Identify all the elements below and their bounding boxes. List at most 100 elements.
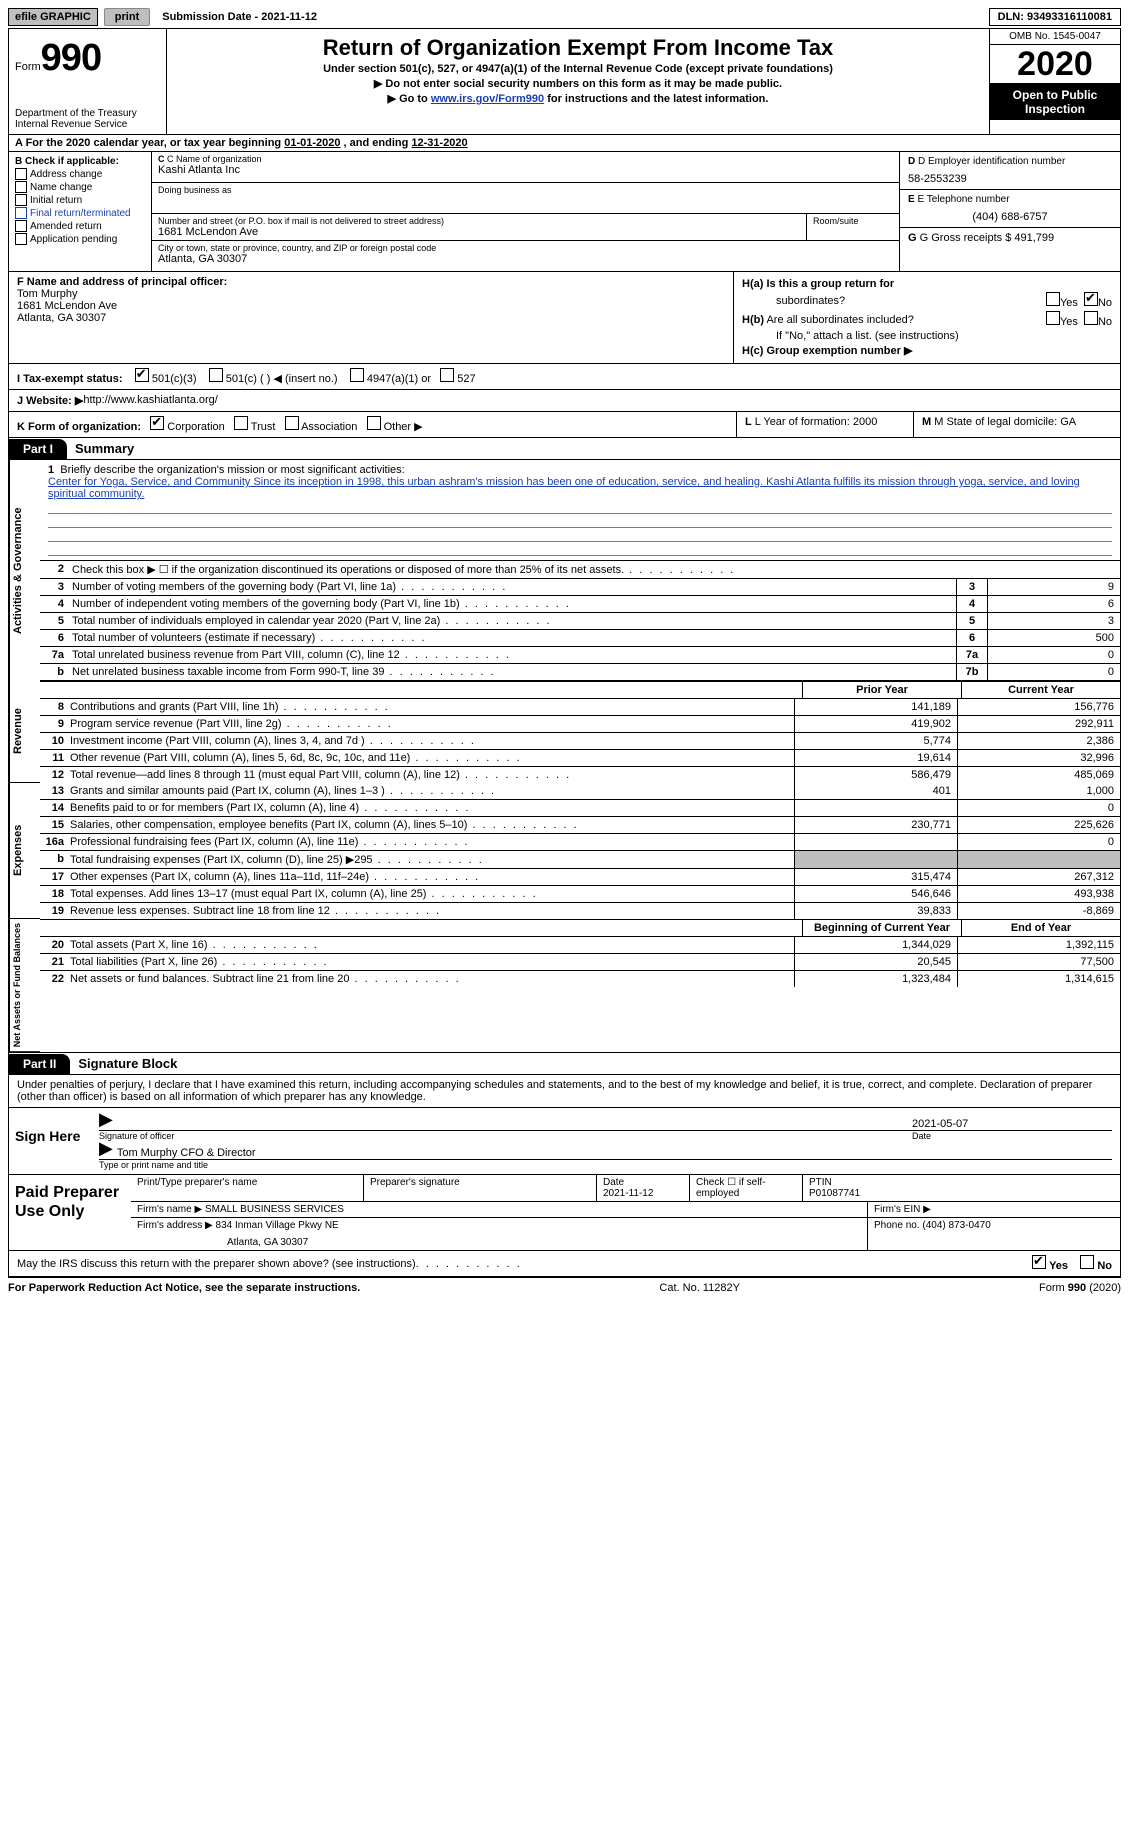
period-begin: 01-01-2020: [284, 137, 340, 149]
mission-text[interactable]: Center for Yoga, Service, and Community …: [48, 476, 1080, 500]
hb-yes[interactable]: Yes: [1046, 311, 1078, 328]
opt-assoc: Association: [301, 421, 357, 433]
row-i: I Tax-exempt status: 501(c)(3) 501(c) ( …: [9, 364, 1120, 390]
opt-501c3: 501(c)(3): [152, 373, 197, 385]
checkbox-checked-icon[interactable]: [135, 368, 149, 382]
org-name-label: C Name of organization: [167, 154, 262, 164]
city-label: City or town, state or province, country…: [158, 243, 893, 253]
year-formation: L L Year of formation: 2000: [736, 412, 913, 437]
checkbox-icon[interactable]: [440, 368, 454, 382]
checkbox-icon[interactable]: [1080, 1255, 1094, 1269]
hb-no[interactable]: No: [1084, 311, 1112, 328]
checkbox-icon[interactable]: [234, 416, 248, 430]
header-left: Form990 Department of the Treasury Inter…: [9, 29, 167, 134]
dln-value: 93493316110081: [1027, 11, 1112, 23]
line-text: Benefits paid to or for members (Part IX…: [66, 800, 794, 816]
line-text: Total assets (Part X, line 16): [66, 937, 794, 953]
checkbox-icon[interactable]: [285, 416, 299, 430]
officer-addr2: Atlanta, GA 30307: [17, 312, 725, 324]
checkbox-icon: [1084, 311, 1098, 325]
row-k: K Form of organization: Corporation Trus…: [9, 412, 1120, 438]
line-num: 10: [40, 733, 66, 749]
may-discuss-row: May the IRS discuss this return with the…: [9, 1251, 1120, 1277]
irs-link[interactable]: www.irs.gov/Form990: [431, 93, 544, 105]
line-num: 16a: [40, 834, 66, 850]
check-final-return[interactable]: Final return/terminated: [15, 207, 145, 219]
ha-label: H(a) Is this a group return for: [742, 278, 894, 290]
may-text: May the IRS discuss this return with the…: [17, 1258, 416, 1270]
checkbox-icon[interactable]: [209, 368, 223, 382]
mission-row: 1 Briefly describe the organization's mi…: [40, 460, 1120, 561]
check-amended[interactable]: Amended return: [15, 220, 145, 232]
fin-row: 20Total assets (Part X, line 16)1,344,02…: [40, 937, 1120, 954]
part1-header: Part I Summary: [9, 438, 1120, 460]
note-ssn: ▶ Do not enter social security numbers o…: [175, 77, 981, 90]
prior-val: 230,771: [794, 817, 957, 833]
opt-4947: 4947(a)(1) or: [367, 373, 431, 385]
checkbox-checked-icon[interactable]: [1032, 1255, 1046, 1269]
header-right: OMB No. 1545-0047 2020 Open to Public In…: [989, 29, 1120, 134]
firm-city: Atlanta, GA 30307: [137, 1237, 861, 1248]
vlabel-netassets: Net Assets or Fund Balances: [9, 919, 40, 1052]
submission-date: Submission Date - 2021-11-12: [156, 9, 323, 25]
cell-val: 0: [987, 664, 1120, 680]
no-label: No: [1098, 316, 1112, 328]
footer-right: Form 990 (2020): [1039, 1282, 1121, 1294]
current-val: 1,000: [957, 783, 1120, 799]
col-end: End of Year: [961, 920, 1120, 936]
may-no: No: [1097, 1260, 1112, 1272]
cell-val: 500: [987, 630, 1120, 646]
addr-label: Number and street (or P.O. box if mail i…: [158, 216, 800, 226]
date-label: Date: [912, 1131, 1112, 1141]
checkbox-checked-icon[interactable]: [150, 416, 164, 430]
fin-row: 12Total revenue—add lines 8 through 11 (…: [40, 767, 1120, 783]
print-button[interactable]: print: [104, 8, 150, 26]
box-h: H(a) Is this a group return for subordin…: [734, 272, 1120, 363]
net-col-header: Beginning of Current Year End of Year: [40, 919, 1120, 937]
officer-name-title: Tom Murphy CFO & Director: [117, 1147, 256, 1159]
checkbox-icon[interactable]: [350, 368, 364, 382]
prior-val: 5,774: [794, 733, 957, 749]
check-label: Initial return: [30, 195, 82, 206]
prep-row-3: Firm's address ▶ 834 Inman Village Pkwy …: [131, 1218, 1120, 1250]
dln-label: DLN:: [998, 11, 1027, 23]
line-num: 17: [40, 869, 66, 885]
officer-addr1: 1681 McLendon Ave: [17, 300, 725, 312]
form-subtitle: Under section 501(c), 527, or 4947(a)(1)…: [175, 63, 981, 75]
checkbox-icon[interactable]: [367, 416, 381, 430]
check-initial-return[interactable]: Initial return: [15, 194, 145, 206]
line-num: 11: [40, 750, 66, 766]
checkbox-icon: [15, 168, 27, 180]
period-end: 12-31-2020: [411, 137, 467, 149]
col-current: Current Year: [961, 682, 1120, 698]
cell-num: 7a: [956, 647, 987, 663]
line-num: 12: [40, 767, 66, 783]
governance-rows: 1 Briefly describe the organization's mi…: [40, 460, 1120, 681]
room-label: Room/suite: [813, 216, 893, 226]
check-name-change[interactable]: Name change: [15, 181, 145, 193]
row-j: J Website: ▶ http://www.kashiatlanta.org…: [9, 390, 1120, 412]
check-pending[interactable]: Application pending: [15, 233, 145, 245]
form-title: Return of Organization Exempt From Incom…: [175, 35, 981, 61]
fin-row: 21Total liabilities (Part X, line 26)20,…: [40, 954, 1120, 971]
line-text: Professional fundraising fees (Part IX, …: [66, 834, 794, 850]
line-num: 20: [40, 937, 66, 953]
prior-val: 1,344,029: [794, 937, 957, 953]
fin-row: 10Investment income (Part VIII, column (…: [40, 733, 1120, 750]
tax-year: 2020: [990, 45, 1120, 84]
hb-note: If "No," attach a list. (see instruction…: [742, 330, 1112, 342]
gov-row: bNet unrelated business taxable income f…: [40, 664, 1120, 681]
ha-yes[interactable]: Yes: [1046, 292, 1078, 309]
checkbox-icon: [15, 194, 27, 206]
officer-name: Tom Murphy: [17, 288, 725, 300]
check-address-change[interactable]: Address change: [15, 168, 145, 180]
footer-catno: Cat. No. 11282Y: [360, 1282, 1039, 1294]
fin-row: 8Contributions and grants (Part VIII, li…: [40, 699, 1120, 716]
form-number: Form990: [15, 37, 160, 80]
current-val: 156,776: [957, 699, 1120, 715]
current-val: -8,869: [957, 903, 1120, 919]
ha-no[interactable]: No: [1084, 292, 1112, 309]
part1-tag: Part I: [9, 439, 67, 459]
check-label: Address change: [30, 169, 102, 180]
current-val: 1,314,615: [957, 971, 1120, 987]
